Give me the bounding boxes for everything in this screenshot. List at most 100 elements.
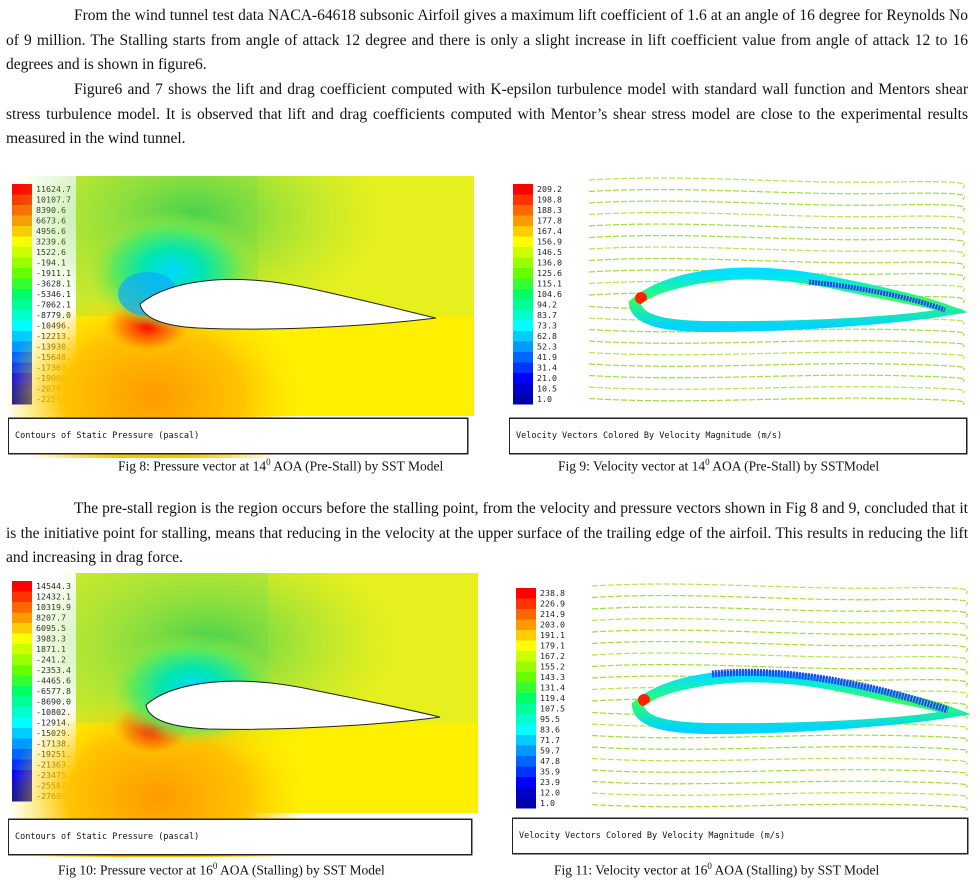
legend-tick-label: 209.2 xyxy=(537,184,562,194)
legend-tick-label: 62.8 xyxy=(537,331,557,341)
streamline xyxy=(588,246,966,258)
legend-tick-label: 52.3 xyxy=(537,342,557,352)
streamline xyxy=(591,757,969,766)
streamline xyxy=(591,583,969,595)
legend-swatch xyxy=(513,194,533,205)
legend-tick-label: 35.9 xyxy=(540,767,560,777)
legend-tick-label: 1.0 xyxy=(540,798,555,808)
streamline xyxy=(588,351,966,360)
legend-swatch xyxy=(516,693,536,704)
legend-tick-label: 143.3 xyxy=(540,672,565,682)
streamline xyxy=(591,617,969,630)
legend-tick-label: 238.8 xyxy=(540,588,565,598)
legend-tick-label: 12.0 xyxy=(540,788,560,798)
legend-swatch xyxy=(516,703,536,714)
legend-swatch xyxy=(12,728,32,739)
legend-swatch xyxy=(516,766,536,777)
legend-tick-label: 41.9 xyxy=(537,352,557,362)
fig11-legend: 238.8226.9214.9203.0191.1179.1167.2155.2… xyxy=(516,588,565,809)
legend-tick-label: 156.9 xyxy=(537,237,562,247)
legend-swatch xyxy=(513,236,533,247)
streamline xyxy=(591,629,969,641)
fig11-caption: Fig 11: Velocity vector at 160 AOA (Stal… xyxy=(554,861,880,878)
legend-tick-label: 10.5 xyxy=(537,384,557,394)
paragraph-models: Figure6 and 7 shows the lift and drag co… xyxy=(6,81,968,147)
streamline xyxy=(588,269,966,281)
legend-tick-label: 177.8 xyxy=(537,216,562,226)
streamline xyxy=(588,363,966,371)
legend-swatch xyxy=(12,581,32,592)
streamline xyxy=(588,257,966,270)
legend-swatch xyxy=(12,686,32,697)
legend-swatch xyxy=(516,598,536,609)
legend-tick-label: 155.2 xyxy=(540,662,565,672)
legend-swatch xyxy=(12,675,32,686)
legend-tick-label: 115.1 xyxy=(537,279,562,289)
streamline xyxy=(588,386,966,394)
legend-tick-label: 131.4 xyxy=(540,683,565,693)
streamline xyxy=(588,328,966,337)
streamline xyxy=(591,675,969,687)
legend-tick-label: 203.0 xyxy=(540,620,565,630)
legend-tick-label: 146.5 xyxy=(537,247,562,257)
legend-swatch xyxy=(513,205,533,216)
fig9-plot: 209.2198.8188.3177.8167.4156.9146.5136.0… xyxy=(509,177,969,455)
streamline xyxy=(588,223,966,235)
legend-swatch xyxy=(513,394,533,405)
legend-swatch xyxy=(513,226,533,237)
fig11-plot-label: Velocity Vectors Colored By Velocity Mag… xyxy=(512,818,968,854)
streamline xyxy=(591,606,969,618)
legend-swatch xyxy=(12,299,32,310)
fig10-plot-label: Contours of Static Pressure (pascal) xyxy=(8,819,472,855)
legend-swatch xyxy=(516,672,536,683)
fig9-legend: 209.2198.8188.3177.8167.4156.9146.5136.0… xyxy=(513,184,562,405)
legend-tick-label: 125.6 xyxy=(537,268,562,278)
fig9-caption: Fig 9: Velocity vector at 140 AOA (Pre-S… xyxy=(558,457,880,474)
streamline xyxy=(591,594,969,607)
fig10-airfoil xyxy=(145,680,441,730)
legend-swatch xyxy=(513,257,533,268)
paragraph-intro: From the wind tunnel test data NACA-6461… xyxy=(6,7,968,73)
legend-swatch xyxy=(513,278,533,289)
legend-swatch xyxy=(12,665,32,676)
legend-swatch xyxy=(12,268,32,279)
legend-tick-label: 136.0 xyxy=(537,258,562,268)
legend-swatch xyxy=(516,787,536,798)
figure-8-pressure-contour: 11624.710107.78390.66673.64956.63239.615… xyxy=(8,176,474,458)
fig10-plot: 14544.312432.110319.98207.76095.53983.31… xyxy=(8,573,478,857)
legend-swatch xyxy=(12,707,32,718)
legend-swatch xyxy=(513,247,533,258)
legend-tick-label: 83.6 xyxy=(540,725,560,735)
legend-swatch xyxy=(12,717,32,728)
legend-tick-label: 23.9 xyxy=(540,777,560,787)
legend-swatch xyxy=(513,215,533,226)
legend-tick-label: 94.2 xyxy=(537,300,557,310)
fig9-airfoil xyxy=(641,281,935,322)
figure-10-pressure-contour: 14544.312432.110319.98207.76095.53983.31… xyxy=(8,573,478,857)
legend-swatch xyxy=(513,383,533,394)
legend-swatch xyxy=(513,299,533,310)
legend-tick-label: 95.5 xyxy=(540,714,560,724)
legend-tick-label: 73.3 xyxy=(537,321,557,331)
legend-tick-label: 188.3 xyxy=(537,205,562,215)
legend-tick-label: 71.7 xyxy=(540,735,560,745)
streamline xyxy=(591,780,969,789)
streamline xyxy=(588,374,966,383)
legend-swatch xyxy=(516,619,536,630)
legend-swatch xyxy=(12,289,32,300)
streamline xyxy=(591,652,969,664)
legend-tick-label: -5346.1 xyxy=(36,289,71,299)
fig8-caption: Fig 8: Pressure vector at 140 AOA (Pre-S… xyxy=(118,457,444,474)
streamline xyxy=(591,792,969,800)
streamline xyxy=(588,211,966,224)
legend-swatch xyxy=(12,278,32,289)
legend-swatch xyxy=(516,714,536,725)
legend-swatch xyxy=(516,798,536,809)
legend-swatch xyxy=(516,724,536,735)
legend-tick-label: 59.7 xyxy=(540,746,560,756)
fig9-plot-label: Velocity Vectors Colored By Velocity Mag… xyxy=(509,418,967,454)
legend-swatch xyxy=(12,320,32,331)
legend-swatch xyxy=(516,735,536,746)
legend-swatch xyxy=(12,602,32,613)
streamline xyxy=(591,746,969,754)
